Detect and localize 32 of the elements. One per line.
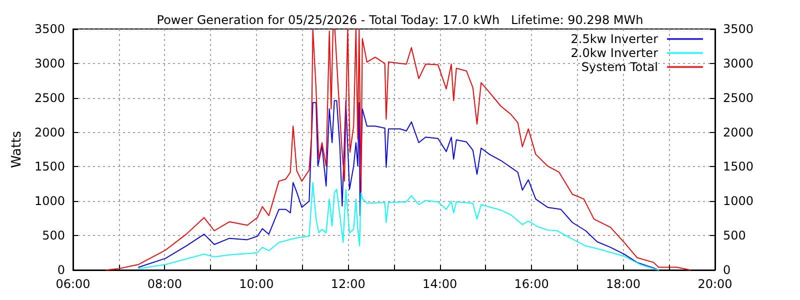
x-tick-label: 12:00 <box>330 277 366 291</box>
y-tick-label: 0 <box>57 263 65 277</box>
x-tick-label: 08:00 <box>147 277 182 291</box>
x-tick-label: 20:00 <box>698 277 732 291</box>
legend-label: 2.5kw Inverter <box>570 32 658 46</box>
x-tick-label: 18:00 <box>606 277 641 291</box>
y-tick-label: 1500 <box>34 160 65 174</box>
chart-title: Power Generation for 05/25/2026 - Total Today: 17.0 kWh Lifetime: 90.298 MWh <box>156 13 644 27</box>
x-tick-label: 14:00 <box>422 277 458 291</box>
x-tick-label: 10:00 <box>239 277 274 291</box>
x-tick-label: 16:00 <box>514 277 549 291</box>
legend-label: System Total <box>581 60 658 74</box>
line-series <box>106 28 691 270</box>
y-tick-label: 1000 <box>34 194 65 208</box>
y2-tick-label: 3000 <box>723 56 754 70</box>
y-tick-label: 500 <box>42 228 65 243</box>
y2-tick-label: 0 <box>723 263 731 277</box>
y-tick-label: 2000 <box>34 125 65 140</box>
y-axis-title: Watts <box>10 130 25 168</box>
y2-tick-label: 500 <box>723 228 746 243</box>
y2-tick-label: 1500 <box>723 160 754 174</box>
x-tick-label: 06:00 <box>56 277 90 291</box>
y-tick-label: 3500 <box>34 22 65 36</box>
y2-tick-label: 3500 <box>723 22 754 36</box>
y2-tick-label: 2500 <box>723 90 754 105</box>
line-series <box>138 100 660 270</box>
y2-tick-label: 2000 <box>723 125 754 140</box>
y-tick-label: 3000 <box>34 56 65 70</box>
legend-label: 2.0kw Inverter <box>570 46 658 60</box>
y-tick-label: 2500 <box>34 90 65 105</box>
y2-tick-label: 1000 <box>723 194 754 208</box>
line-series <box>138 182 660 270</box>
